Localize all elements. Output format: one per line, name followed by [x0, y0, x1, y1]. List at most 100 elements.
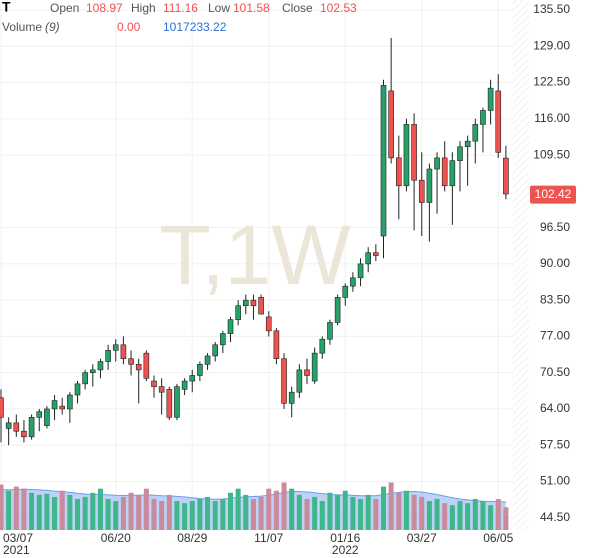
candle-body — [357, 263, 364, 279]
candle-body — [28, 417, 35, 438]
candle-body — [212, 344, 218, 357]
candle-body — [304, 369, 310, 376]
volume-bar — [350, 496, 356, 530]
volume-bar — [495, 499, 501, 530]
candle-body — [258, 297, 264, 315]
candle-body — [120, 344, 127, 360]
volume-bar — [465, 503, 471, 530]
y-tick-label: 122.50 — [533, 75, 570, 89]
candle-body — [67, 394, 73, 410]
volume-bar — [52, 496, 58, 530]
candle-body — [97, 361, 104, 371]
volume-bar — [143, 488, 149, 530]
volume-bar — [457, 501, 463, 530]
candle-body — [311, 352, 318, 382]
volume-bar — [250, 499, 256, 530]
candle-body — [13, 422, 20, 432]
volume-bar — [304, 499, 310, 530]
year-label: 2022 — [332, 543, 359, 557]
legend-label: Low — [208, 1, 230, 15]
year-label: 2021 — [3, 543, 30, 557]
candle-body — [21, 430, 27, 438]
candle-body — [59, 405, 66, 410]
volume-bar — [228, 492, 233, 530]
candle-body — [457, 146, 463, 161]
candle-body — [426, 168, 433, 203]
y-tick-label: 90.00 — [540, 256, 570, 270]
x-tick-label: 06/20 — [101, 531, 131, 545]
y-tick-label: 135.50 — [533, 2, 570, 16]
candle-body — [181, 380, 188, 390]
candle-body — [373, 252, 379, 256]
candle-body — [220, 333, 226, 346]
volume-bar — [136, 494, 142, 530]
legend: T Open 108.97 High 111.16 Low 101.58 Clo… — [2, 0, 357, 34]
candle-body — [411, 124, 417, 181]
candle-body — [395, 157, 402, 187]
volume-bar — [59, 490, 65, 530]
candle-body — [334, 297, 341, 323]
candle-body — [327, 322, 333, 340]
volume-bar — [296, 494, 302, 530]
volume-bar — [388, 482, 394, 530]
volume-bar — [21, 488, 27, 530]
volume-bar — [319, 501, 325, 530]
legend-value: 0.00 — [117, 20, 141, 34]
volume-bar — [13, 486, 19, 530]
volume-bar — [327, 492, 333, 530]
candle-body — [227, 319, 234, 334]
candle-body — [112, 344, 119, 351]
legend-label: Volume — [2, 20, 42, 34]
candle-body — [365, 252, 372, 265]
volume-bar — [373, 499, 379, 530]
volume-bar — [419, 496, 425, 530]
legend-label: Open — [50, 1, 79, 15]
candle-body — [204, 355, 211, 365]
candle-body — [105, 350, 111, 362]
legend-value: 111.16 — [163, 1, 198, 15]
volume-bar — [166, 494, 172, 530]
volume-bar — [312, 496, 318, 530]
candle-body — [235, 305, 241, 320]
legend-label: Close — [282, 1, 313, 15]
volume-bar — [396, 492, 402, 530]
legend-value: 108.97 — [86, 1, 123, 15]
volume-bar — [75, 499, 80, 530]
candle-body — [503, 157, 509, 195]
volume-bar — [82, 496, 88, 530]
candle-body — [143, 352, 150, 379]
volume-bar — [411, 494, 417, 530]
y-tick-label: 57.50 — [540, 437, 570, 451]
candle-body — [243, 299, 249, 307]
candle-body — [44, 408, 50, 426]
watermark: T,1W — [159, 208, 350, 302]
volume-bar — [90, 492, 96, 530]
volume-bar — [36, 494, 42, 530]
volume-bar — [197, 499, 203, 530]
y-tick-label: 77.00 — [540, 329, 570, 343]
volume-bar — [189, 501, 195, 530]
legend-value: 102.53 — [320, 1, 357, 15]
volume-bar — [365, 494, 371, 530]
candle-body — [0, 397, 4, 418]
y-tick-label: 44.50 — [540, 510, 570, 524]
volume-bar — [6, 490, 12, 530]
volume-bar — [258, 496, 264, 530]
volume-bar — [273, 490, 279, 530]
volume-bar — [449, 505, 455, 530]
volume-bar — [120, 496, 126, 530]
volume-bar — [67, 494, 73, 530]
volume-bar — [174, 501, 180, 530]
candle-body — [135, 364, 142, 371]
candle-body — [472, 124, 479, 142]
legend-value: 101.58 — [233, 1, 270, 15]
candle-body — [441, 157, 448, 187]
volume-bar — [335, 494, 341, 530]
candle-body — [342, 285, 349, 298]
volume-bar — [128, 492, 134, 530]
y-tick-label: 116.00 — [534, 111, 570, 125]
volume-bar — [472, 499, 478, 530]
volume-bar — [243, 494, 249, 530]
candle-body — [449, 160, 456, 187]
